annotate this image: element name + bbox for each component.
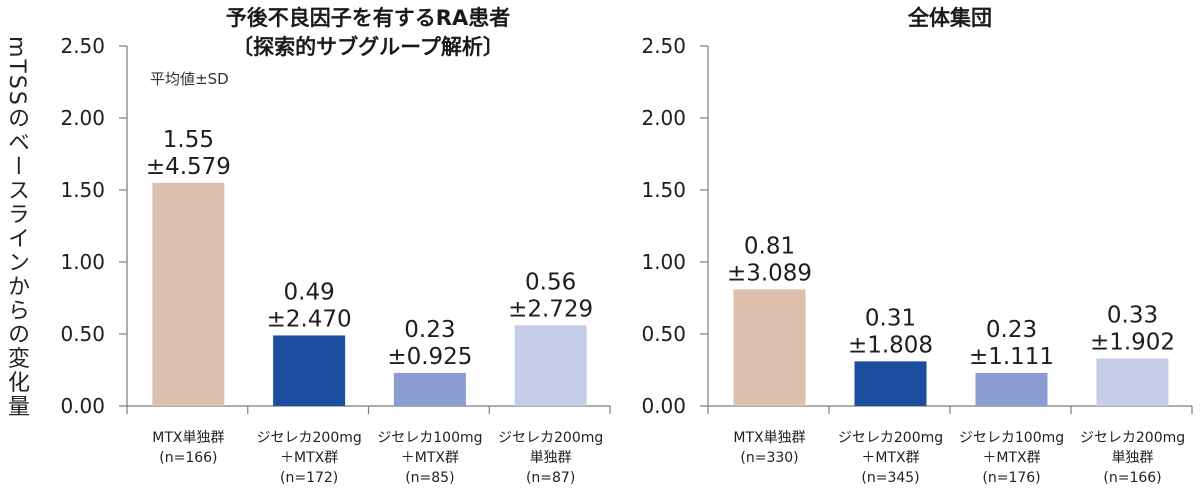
left-category-label-2: ジセレカ200mg ＋MTX群 (n=172) xyxy=(247,428,371,488)
category-name: ジセレカ200mg ＋MTX群 xyxy=(837,430,944,466)
mean-sd-note: 平均値±SD xyxy=(150,70,229,88)
right-value-label-1: 0.81 xyxy=(744,233,795,259)
category-n: (n=85) xyxy=(405,470,455,486)
category-n: (n=172) xyxy=(280,470,339,486)
category-name: MTX単独群 xyxy=(152,430,225,446)
category-name: ジセレカ200mg 単独群 xyxy=(498,430,604,466)
right-sd-label-1: ±3.089 xyxy=(727,260,812,286)
right-value-label-3: 0.23 xyxy=(986,317,1037,343)
right-sd-label-4: ±1.902 xyxy=(1090,329,1175,355)
right-y-tick-label: 1.50 xyxy=(641,178,686,202)
left-category-label-1: MTX単独群 (n=166) xyxy=(126,428,250,468)
left-bar-3 xyxy=(393,372,466,406)
left-chart-subtitle: 〔探索的サブグループ解析〕 xyxy=(232,35,504,59)
right-category-label-3: ジセレカ100mg ＋MTX群 (n=176) xyxy=(950,428,1074,488)
left-sd-label-1: ±4.579 xyxy=(146,154,231,180)
right-bar-3 xyxy=(975,372,1048,406)
left-y-tick-label: 1.00 xyxy=(60,250,105,274)
right-category-label-1: MTX単独群 (n=330) xyxy=(708,428,832,468)
left-bar-4 xyxy=(514,325,587,406)
right-value-label-4: 0.33 xyxy=(1107,302,1158,328)
category-name: ジセレカ100mg ＋MTX群 xyxy=(958,430,1065,466)
left-value-label-1: 1.55 xyxy=(163,127,214,153)
category-n: (n=87) xyxy=(525,470,576,486)
right-bar-4 xyxy=(1096,358,1169,406)
right-y-tick-label: 2.50 xyxy=(641,34,686,58)
category-n: (n=176) xyxy=(982,470,1041,486)
y-axis-title: mTSSのベースラインからの変化量 xyxy=(4,36,29,419)
category-n: (n=345) xyxy=(861,470,920,486)
left-value-label-2: 0.49 xyxy=(284,279,335,305)
right-y-tick-label: 2.00 xyxy=(641,106,686,130)
left-sd-label-3: ±0.925 xyxy=(387,344,472,370)
left-y-tick-label: 1.50 xyxy=(60,178,105,202)
left-sd-label-2: ±2.470 xyxy=(267,306,352,332)
right-chart-title: 全体集団 xyxy=(908,6,992,30)
right-bar-1 xyxy=(733,289,806,406)
right-y-tick-label: 0.50 xyxy=(641,322,686,346)
left-chart-title: 予後不良因子を有するRA患者 xyxy=(225,6,511,30)
right-category-label-2: ジセレカ200mg ＋MTX群 (n=345) xyxy=(829,428,953,488)
right-bar-2 xyxy=(854,361,927,406)
category-name: MTX単独群 xyxy=(733,430,806,446)
left-category-label-4: ジセレカ200mg 単独群 (n=87) xyxy=(489,428,613,488)
left-bar-2 xyxy=(273,335,346,406)
right-sd-label-2: ±1.808 xyxy=(848,332,933,358)
category-n: (n=330) xyxy=(740,450,799,466)
right-category-label-4: ジセレカ200mg 単独群 (n=166) xyxy=(1071,428,1195,488)
left-category-label-3: ジセレカ100mg ＋MTX群 (n=85) xyxy=(368,428,492,488)
right-value-label-2: 0.31 xyxy=(865,305,916,331)
left-y-tick-label: 2.50 xyxy=(60,34,105,58)
left-sd-label-4: ±2.729 xyxy=(508,296,593,322)
left-y-tick-label: 0.50 xyxy=(60,322,105,346)
left-value-label-4: 0.56 xyxy=(525,269,576,295)
left-value-label-3: 0.23 xyxy=(404,317,455,343)
category-n: (n=166) xyxy=(1103,470,1162,486)
category-n: (n=166) xyxy=(159,450,218,466)
category-name: ジセレカ200mg 単独群 xyxy=(1079,430,1186,466)
left-bar-1 xyxy=(152,182,225,406)
right-sd-label-3: ±1.111 xyxy=(969,344,1054,370)
left-y-tick-label: 0.00 xyxy=(60,394,105,418)
category-name: ジセレカ200mg ＋MTX群 xyxy=(256,430,362,466)
category-name: ジセレカ100mg ＋MTX群 xyxy=(377,430,483,466)
left-y-tick-label: 2.00 xyxy=(60,106,105,130)
right-y-tick-label: 1.00 xyxy=(641,250,686,274)
right-y-tick-label: 0.00 xyxy=(641,394,686,418)
